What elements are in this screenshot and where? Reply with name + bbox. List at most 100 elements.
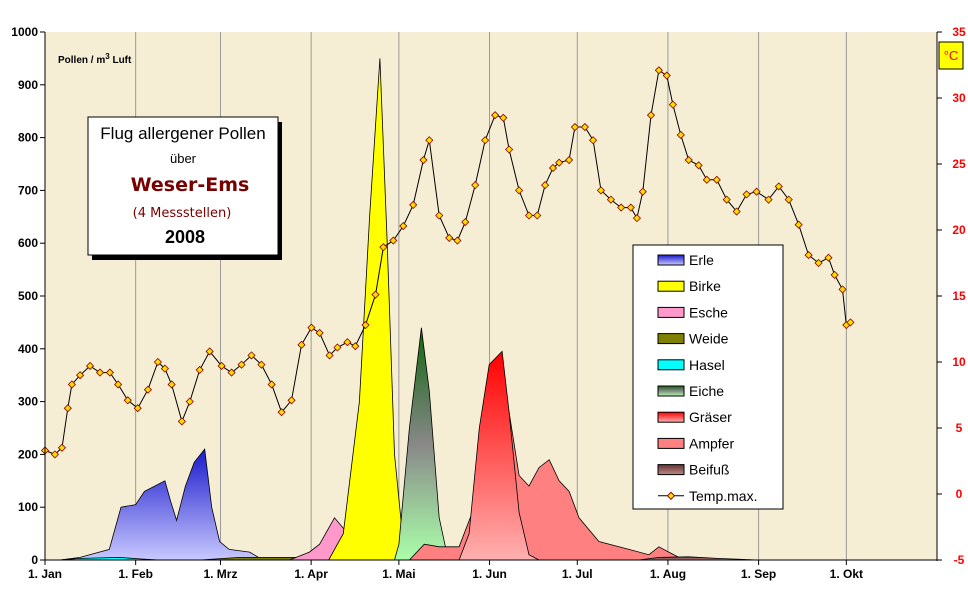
temperature-point — [371, 290, 380, 299]
temperature-point — [343, 338, 352, 347]
legend-label: Weide — [689, 331, 729, 347]
legend-label: Erle — [689, 252, 714, 268]
legend-swatch — [657, 437, 685, 449]
y-tick-label: 400 — [18, 342, 38, 356]
area-erle — [59, 448, 271, 561]
temperature-point — [453, 236, 462, 245]
temperature-point — [830, 270, 839, 279]
temperature-point — [461, 218, 470, 227]
x-tick-label: 1. Jul — [562, 567, 593, 581]
y2-tick-label: 20 — [952, 223, 966, 237]
temperature-point — [160, 364, 169, 373]
temperature-point — [617, 203, 626, 212]
temperature-point — [814, 258, 823, 268]
y2-tick-label: 0 — [956, 487, 963, 501]
legend-label: Ampfer — [689, 435, 734, 451]
temperature-point — [794, 220, 803, 229]
temperature-point — [445, 233, 454, 242]
legend-item: Ampfer — [657, 435, 734, 451]
temperature-point — [57, 443, 67, 452]
temperature-point — [533, 211, 542, 220]
temperature-point — [153, 357, 162, 367]
temperature-point — [646, 111, 656, 120]
legend-label: Gräser — [689, 409, 732, 425]
temperature-point — [732, 207, 741, 216]
y2-tick-label: 35 — [952, 25, 966, 39]
temperature-point — [95, 368, 105, 377]
y-tick-label: 100 — [18, 500, 38, 514]
temperature-point — [541, 181, 550, 190]
temperature-point — [143, 385, 153, 394]
y2-tick-label: 10 — [952, 355, 966, 369]
temperature-point — [524, 211, 534, 220]
legend-label: Birke — [689, 278, 721, 294]
temperature-point — [626, 203, 635, 212]
y2-tick-label: 5 — [956, 421, 963, 435]
legend-swatch — [657, 385, 685, 397]
temperature-point — [237, 360, 246, 369]
temperature-point — [123, 396, 132, 405]
temperature-point — [85, 361, 95, 371]
temperature-point — [774, 182, 783, 191]
temperature-point — [315, 328, 324, 338]
temperature-point — [752, 187, 761, 196]
y-axis-label: Pollen / m3 Luft — [58, 52, 132, 66]
temperature-point — [662, 71, 671, 80]
legend-marker-icon — [666, 491, 676, 501]
temperature-point — [505, 145, 514, 154]
temperature-point — [846, 318, 855, 327]
legend-item: Beifuß — [657, 462, 729, 478]
temperature-point — [606, 195, 615, 204]
temperature-point — [570, 122, 580, 132]
temperature-point — [555, 158, 564, 167]
temperature-point — [177, 417, 186, 426]
y-tick-label: 600 — [18, 236, 38, 250]
temperature-point — [824, 253, 833, 262]
legend-item: Temp.max. — [658, 488, 757, 504]
temperature-point — [804, 251, 813, 260]
legend-swatch — [657, 280, 685, 292]
temperature-point — [515, 186, 524, 195]
x-tick-label: 1. Jan — [28, 567, 62, 581]
temperature-point — [764, 195, 773, 204]
legend-label: Beifuß — [689, 462, 729, 478]
temperature-point — [195, 365, 204, 374]
temperature-point — [267, 380, 276, 389]
temperature-point — [565, 155, 574, 165]
temperature-point — [722, 195, 731, 204]
temperature-point — [227, 368, 236, 377]
legend-swatch — [657, 333, 685, 345]
legend-swatch — [657, 254, 685, 266]
legend-swatch — [657, 359, 685, 371]
x-tick-label: 1. Sep — [741, 567, 776, 581]
x-tick-label: 1. Okt — [830, 567, 863, 581]
y-tick-label: 1000 — [11, 25, 38, 39]
title-line-1: Flug allergener Pollen — [100, 124, 265, 143]
y-tick-label: 300 — [18, 395, 38, 409]
temperature-point — [676, 130, 685, 140]
temperature-point — [684, 155, 693, 165]
temperature-point — [548, 163, 558, 173]
legend-item: Erle — [657, 252, 714, 268]
y-tick-label: 0 — [31, 553, 38, 567]
temperature-point — [287, 396, 296, 405]
temperature-point — [205, 347, 214, 356]
temperature-point — [471, 181, 480, 190]
temperature-point — [333, 343, 342, 352]
legend-item: Gräser — [657, 409, 732, 425]
temperature-point — [409, 200, 418, 209]
x-tick-label: 1. Apr — [294, 567, 328, 581]
x-tick-label: 1. Mrz — [203, 567, 237, 581]
y2-tick-label: 30 — [952, 91, 966, 105]
title-line-5: 2008 — [165, 227, 205, 247]
temperature-point — [325, 351, 334, 360]
temperature-point — [694, 161, 703, 170]
temperature-point — [638, 187, 647, 196]
temperature-point — [668, 100, 677, 109]
title-line-2: über — [170, 151, 197, 166]
x-tick-label: 1. Jun — [472, 567, 507, 581]
legend-item: Esche — [657, 304, 728, 320]
temperature-point — [425, 136, 434, 145]
temperature-point — [114, 380, 123, 389]
legend-item: Birke — [657, 278, 721, 294]
